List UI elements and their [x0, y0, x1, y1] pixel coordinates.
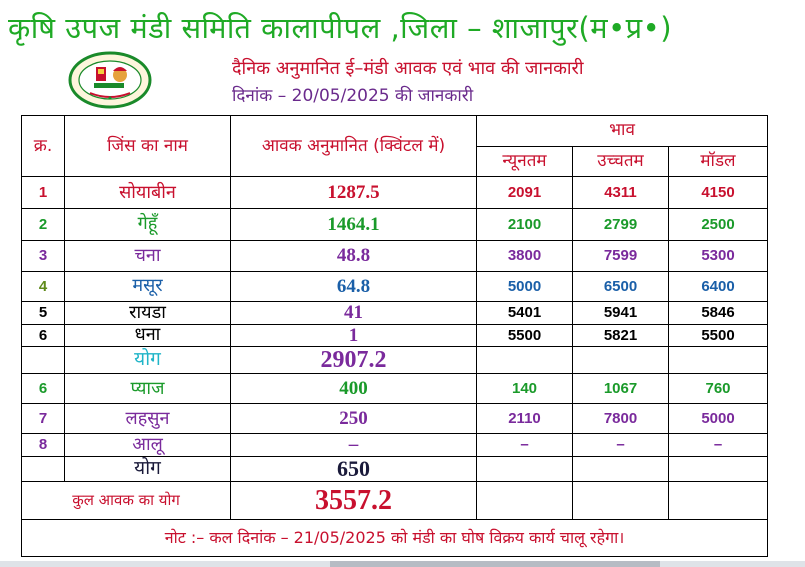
- total-blank: [21, 455, 65, 483]
- grand-total-blank: [476, 481, 573, 521]
- grand-total-label: कुल आवक का योग: [21, 481, 231, 521]
- header-arrival: आवक अनुमानित (क्विंटल में): [230, 114, 477, 178]
- row-max-price: 4311: [572, 176, 669, 210]
- mandi-arrival-table: क्र. जिंस का नाम आवक अनुमानित (क्विंटल म…: [21, 114, 768, 557]
- row-serial: 6: [21, 323, 65, 348]
- row-serial: 4: [21, 270, 65, 303]
- row-serial: 6: [21, 372, 65, 405]
- row-min-price: 5401: [476, 301, 573, 325]
- subtitle: दैनिक अनुमानित ई–मंडी आवक एवं भाव की जान…: [232, 58, 584, 79]
- row-commodity: धना: [64, 323, 231, 348]
- row-arrival: 400: [230, 372, 477, 405]
- row-arrival: 1464.1: [230, 208, 477, 241]
- grand-total-row: कुल आवक का योग 3557.2: [21, 481, 768, 521]
- table-row: 6 प्याज 400 140 1067 760: [21, 372, 768, 405]
- total-label: योग: [64, 455, 231, 483]
- total-row: योग 2907.2: [21, 346, 768, 374]
- note-row: नोट :– कल दिनांक – 21/05/2025 को मंडी का…: [21, 519, 768, 557]
- header-max: उच्चतम: [572, 145, 669, 178]
- table-row: 2 गेहूँ 1464.1 2100 2799 2500: [21, 208, 768, 241]
- total-label: योग: [64, 346, 231, 374]
- row-modal-price: 4150: [668, 176, 768, 210]
- row-max-price: 7800: [572, 403, 669, 435]
- row-modal-price: 5846: [668, 301, 768, 325]
- row-modal-price: 2500: [668, 208, 768, 241]
- date-line: दिनांक – 20/05/2025 की जानकारी: [232, 86, 474, 106]
- row-min-price: 5000: [476, 270, 573, 303]
- table-row: 4 मसूर 64.8 5000 6500 6400: [21, 270, 768, 303]
- row-arrival: 48.8: [230, 239, 477, 272]
- row-max-price: 6500: [572, 270, 669, 303]
- row-min-price: 3800: [476, 239, 573, 272]
- row-modal-price: –: [668, 433, 768, 457]
- row-min-price: 2091: [476, 176, 573, 210]
- row-max-price: 5941: [572, 301, 669, 325]
- row-max-price: 7599: [572, 239, 669, 272]
- page-title: कृषि उपज मंडी समिति कालापीपल ,जिला – शाज…: [8, 11, 673, 45]
- table-row: 1 सोयाबीन 1287.5 2091 4311 4150: [21, 176, 768, 210]
- row-serial: 5: [21, 301, 65, 325]
- row-min-price: 140: [476, 372, 573, 405]
- row-arrival: 41: [230, 301, 477, 325]
- row-commodity: प्याज: [64, 372, 231, 405]
- row-max-price: –: [572, 433, 669, 457]
- row-commodity: सोयाबीन: [64, 176, 231, 210]
- header-min: न्यूनतम: [476, 145, 573, 178]
- row-min-price: 2110: [476, 403, 573, 435]
- total-value: 2907.2: [230, 346, 477, 374]
- row-commodity: रायडा: [64, 301, 231, 325]
- table-row: 7 लहसुन 250 2110 7800 5000: [21, 403, 768, 435]
- mandi-board-logo-icon: [68, 51, 152, 109]
- row-commodity: गेहूँ: [64, 208, 231, 241]
- row-modal-price: 5000: [668, 403, 768, 435]
- row-serial: 8: [21, 433, 65, 457]
- total-value: 650: [230, 455, 477, 483]
- row-min-price: –: [476, 433, 573, 457]
- row-commodity: चना: [64, 239, 231, 272]
- row-arrival: 1: [230, 323, 477, 348]
- total-blank: [668, 346, 768, 374]
- scrollbar-thumb[interactable]: [330, 561, 660, 567]
- row-modal-price: 6400: [668, 270, 768, 303]
- table-row: 5 रायडा 41 5401 5941 5846: [21, 301, 768, 325]
- row-serial: 1: [21, 176, 65, 210]
- row-modal-price: 760: [668, 372, 768, 405]
- grand-total-value: 3557.2: [230, 481, 477, 521]
- row-modal-price: 5500: [668, 323, 768, 348]
- total-blank: [476, 455, 573, 483]
- row-max-price: 1067: [572, 372, 669, 405]
- total-blank: [476, 346, 573, 374]
- row-serial: 7: [21, 403, 65, 435]
- header-commodity: जिंस का नाम: [64, 114, 231, 178]
- row-min-price: 5500: [476, 323, 573, 348]
- total-blank: [668, 455, 768, 483]
- row-max-price: 2799: [572, 208, 669, 241]
- grand-total-blank: [572, 481, 669, 521]
- row-commodity: मसूर: [64, 270, 231, 303]
- table-row: 8 आलू – – – –: [21, 433, 768, 457]
- table-row: 3 चना 48.8 3800 7599 5300: [21, 239, 768, 272]
- row-min-price: 2100: [476, 208, 573, 241]
- table-row: 6 धना 1 5500 5821 5500: [21, 323, 768, 348]
- row-serial: 3: [21, 239, 65, 272]
- note-text: नोट :– कल दिनांक – 21/05/2025 को मंडी का…: [21, 519, 768, 557]
- total-blank: [572, 455, 669, 483]
- row-arrival: 1287.5: [230, 176, 477, 210]
- row-arrival: 64.8: [230, 270, 477, 303]
- total-blank: [572, 346, 669, 374]
- row-serial: 2: [21, 208, 65, 241]
- grand-total-blank: [668, 481, 768, 521]
- row-max-price: 5821: [572, 323, 669, 348]
- row-modal-price: 5300: [668, 239, 768, 272]
- header-serial: क्र.: [21, 114, 65, 178]
- total-row: योग 650: [21, 455, 768, 483]
- row-commodity: आलू: [64, 433, 231, 457]
- header-price: भाव: [476, 115, 768, 147]
- row-arrival: 250: [230, 403, 477, 435]
- header-modal: मॉडल: [668, 145, 768, 178]
- total-blank: [21, 346, 65, 374]
- row-commodity: लहसुन: [64, 403, 231, 435]
- row-arrival: –: [230, 433, 477, 457]
